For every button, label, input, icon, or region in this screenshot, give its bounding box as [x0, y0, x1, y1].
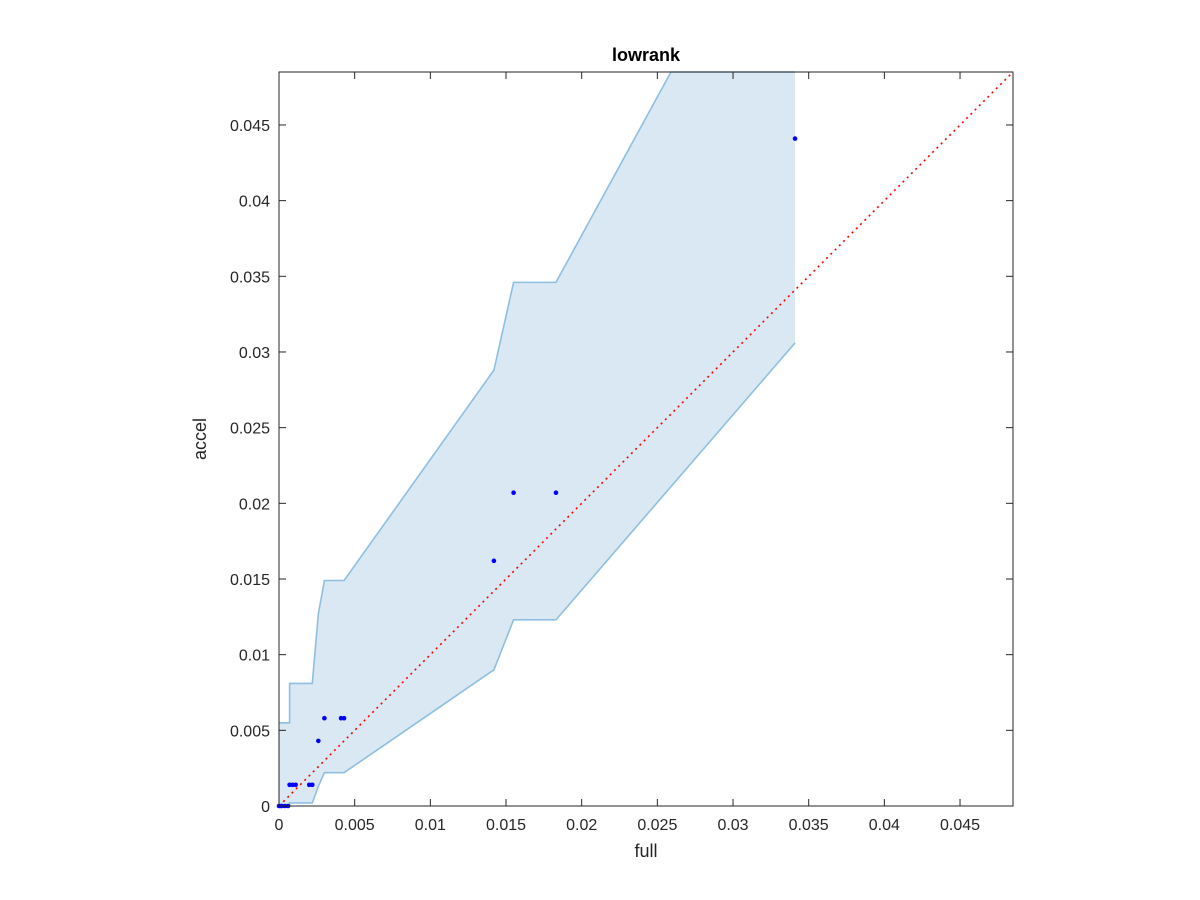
- y-tick-labels: 0 0.005 0.01 0.015 0.02 0.025 0.03 0.035 0.04 0.0…: [230, 118, 270, 816]
- y-axis-label: accel: [190, 418, 210, 460]
- data-point: [792, 136, 798, 141]
- band-lower-edge: [279, 342, 796, 807]
- data-point: [322, 715, 327, 721]
- y-tick-label: 0.005: [230, 723, 270, 740]
- y-tick-label: 0.03: [239, 345, 270, 362]
- y-tick-label: 0.035: [230, 269, 270, 286]
- data-points: [276, 136, 798, 809]
- x-tick-label: 0.025: [637, 817, 677, 834]
- x-tick-label: 0.015: [486, 817, 526, 834]
- band-upper-edge: [279, 71, 796, 724]
- data-point: [553, 490, 559, 496]
- x-tick-label: 0.02: [566, 817, 597, 834]
- data-point: [341, 715, 347, 721]
- data-point: [511, 490, 516, 496]
- y-tick-label: 0: [261, 799, 270, 816]
- chart-title: lowrank: [612, 45, 681, 65]
- x-tick-label: 0.045: [940, 817, 980, 834]
- data-point: [309, 782, 315, 788]
- x-axis-label: full: [634, 841, 657, 861]
- y-tick-label: 0.02: [239, 496, 270, 513]
- x-tick-label: 0: [275, 817, 284, 834]
- y-tick-label: 0.045: [230, 118, 270, 135]
- reference-line: [278, 71, 1014, 807]
- band-fill: [279, 72, 796, 806]
- data-point: [491, 558, 497, 564]
- y-tick-label: 0.025: [230, 421, 270, 438]
- x-tick-label: 0.04: [869, 817, 900, 834]
- data-point: [293, 782, 298, 788]
- y-tick-label: 0.015: [230, 572, 270, 589]
- x-tick-labels: 0 0.005 0.01 0.015 0.02 0.025 0.03 0.035 0.04 0.0…: [275, 817, 981, 834]
- axis-ticks: [278, 72, 1013, 807]
- x-tick-label: 0.035: [789, 817, 829, 834]
- x-tick-label: 0.03: [717, 817, 748, 834]
- y-tick-label: 0.01: [239, 648, 270, 665]
- x-tick-label: 0.005: [335, 817, 375, 834]
- reference-line-layer: [278, 71, 1014, 807]
- x-tick-label: 0.01: [415, 817, 446, 834]
- y-tick-label: 0.04: [239, 194, 270, 211]
- confidence-band: [279, 71, 796, 807]
- axes-frame: [278, 71, 1014, 807]
- data-point: [316, 738, 321, 744]
